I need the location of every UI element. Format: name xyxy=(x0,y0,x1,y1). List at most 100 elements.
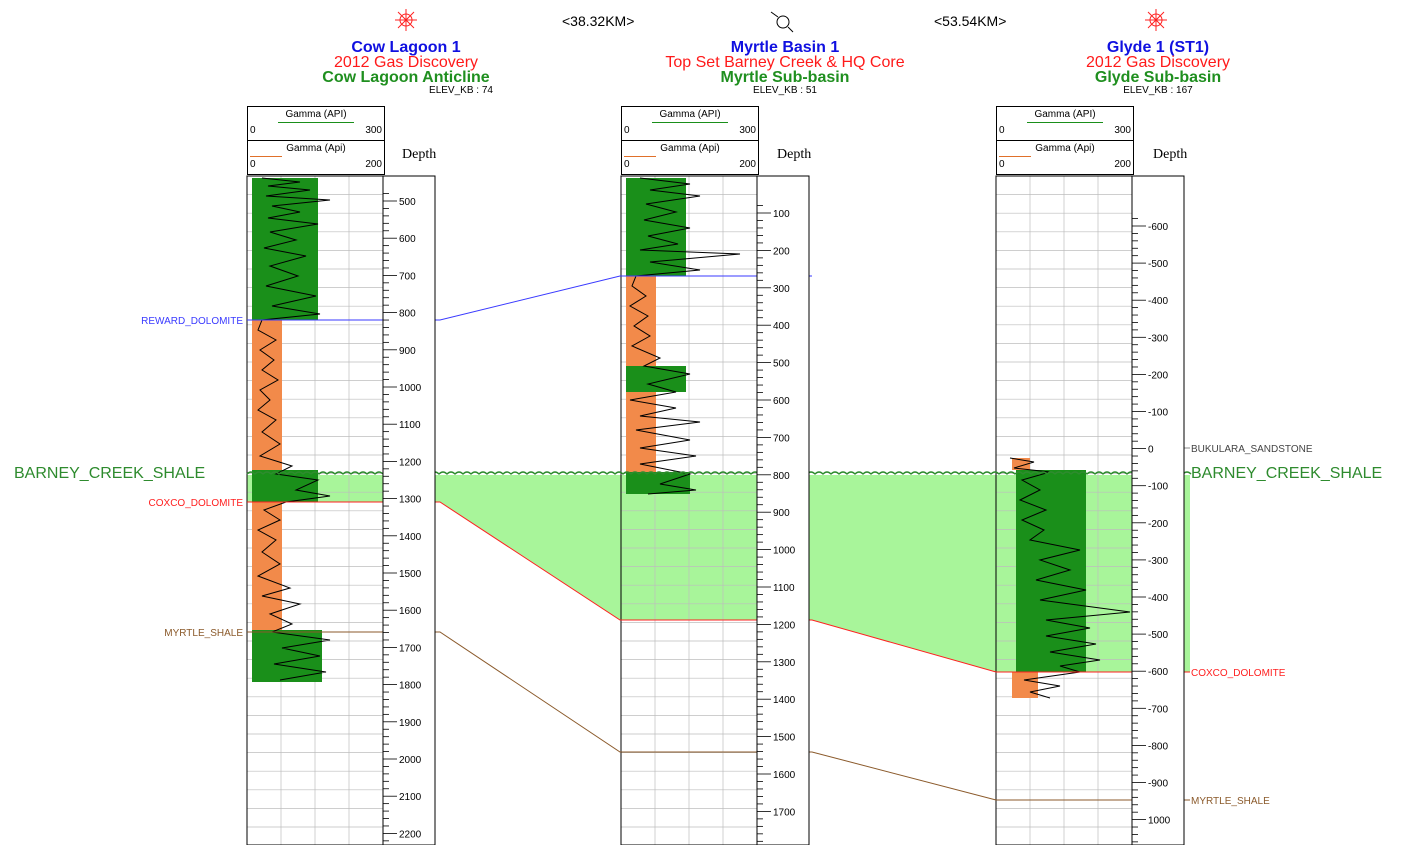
depth-tick-label: 1300 xyxy=(773,658,796,669)
depth-track xyxy=(382,175,436,845)
well-area: Cow Lagoon Anticline xyxy=(322,69,490,86)
curve-name: Gamma (API) xyxy=(285,109,347,120)
depth-tick-label: 1700 xyxy=(773,807,796,818)
depth-tick-label: 1300 xyxy=(399,495,422,506)
depth-tick-label: -800 xyxy=(1148,741,1168,752)
curve-min: 0 xyxy=(624,159,630,170)
depth-tick-label: 300 xyxy=(773,284,790,295)
depth-label: Depth xyxy=(402,147,437,162)
curve-name: Gamma (Api) xyxy=(1035,143,1095,154)
depth-tick-label: 1500 xyxy=(773,733,796,744)
depth-tick-label: 1000 xyxy=(1148,816,1171,827)
curve-max: 300 xyxy=(739,125,756,136)
well-subtitle: Top Set Barney Creek & HQ Core xyxy=(665,54,905,71)
well-elevation: ELEV_KB : 167 xyxy=(1123,85,1193,96)
core-well-icon xyxy=(770,11,794,33)
reward-dolomite-label: REWARD_DOLOMITE xyxy=(141,316,243,327)
depth-tick-label: 1600 xyxy=(399,606,422,617)
depth-tick-label: -300 xyxy=(1148,556,1168,567)
depth-tick-label: 900 xyxy=(773,508,790,519)
well-elevation: ELEV_KB : 51 xyxy=(753,85,817,96)
well-elevation: ELEV_KB : 74 xyxy=(429,85,493,96)
depth-tick-label: 600 xyxy=(399,234,416,245)
depth-tick-label: 200 xyxy=(773,246,790,257)
curve-max: 300 xyxy=(365,125,382,136)
depth-tick-label: -900 xyxy=(1148,779,1168,790)
depth-tick-label: 100 xyxy=(773,209,790,220)
well-name: Myrtle Basin 1 xyxy=(730,39,840,56)
depth-tick-label: 700 xyxy=(399,271,416,282)
depth-tick-label: -100 xyxy=(1148,482,1168,493)
gamma-curve-cow-lagoon xyxy=(256,177,331,681)
myrtle-shale-label-left: MYRTLE_SHALE xyxy=(164,628,243,639)
depth-tick-label: 1000 xyxy=(399,383,422,394)
gas-well-icon xyxy=(1145,9,1167,31)
gamma-curve-glyde xyxy=(1009,457,1131,699)
depth-tick-label: -400 xyxy=(1148,593,1168,604)
depth-tick-label: 500 xyxy=(773,359,790,370)
depth-tick-label: 1100 xyxy=(773,583,795,594)
depth-tick-label: 2200 xyxy=(399,829,422,840)
track-header-glyde: Gamma (API) 0 300 Gamma (Api) 0 200 xyxy=(996,106,1134,175)
depth-tick-label: 1200 xyxy=(773,620,796,631)
depth-axis-myrtle-basin: 100 200 300 400 500 600 700 800 900 1000 1100 1200 1… xyxy=(756,175,810,845)
distance-label-2: <53.54KM> xyxy=(934,13,1007,29)
curve-name: Gamma (Api) xyxy=(286,143,346,154)
well-subtitle: 2012 Gas Discovery xyxy=(1085,54,1231,71)
depth-tick-label: 1600 xyxy=(773,770,796,781)
well-area: Glyde Sub-basin xyxy=(1094,69,1222,86)
lithology-glyde xyxy=(1012,458,1086,698)
depth-tick-label: 1900 xyxy=(399,718,422,729)
depth-label: Depth xyxy=(777,147,812,162)
curve-max: 300 xyxy=(1114,125,1131,136)
gas-well-icon xyxy=(395,9,417,31)
depth-tick-label: 400 xyxy=(773,321,790,332)
curve-name: Gamma (API) xyxy=(659,109,721,120)
depth-tick-label: -200 xyxy=(1148,519,1168,530)
myrtle-shale-label-right: MYRTLE_SHALE xyxy=(1191,796,1270,807)
depth-tick-label: 600 xyxy=(773,396,790,407)
depth-tick-label: -100 xyxy=(1148,408,1168,419)
depth-track xyxy=(756,175,810,845)
depth-tick-label: 800 xyxy=(399,309,416,320)
barney-creek-label-left: BARNEY_CREEK_SHALE xyxy=(14,465,205,482)
depth-tick-label: 500 xyxy=(399,197,416,208)
curve-max: 200 xyxy=(739,159,756,170)
depth-tick-label: -200 xyxy=(1148,370,1168,381)
distance-label-1: <38.32KM> xyxy=(562,13,635,29)
curve-name: Gamma (Api) xyxy=(660,143,720,154)
depth-tick-label: 1700 xyxy=(399,643,422,654)
depth-tick-label: -500 xyxy=(1148,630,1168,641)
curve-min: 0 xyxy=(250,159,256,170)
depth-tick-label: 2000 xyxy=(399,755,422,766)
well-header-cow-lagoon: Cow Lagoon 1 2012 Gas Discovery Cow Lago… xyxy=(256,40,556,97)
depth-tick-label: 1400 xyxy=(773,695,796,706)
well-area: Myrtle Sub-basin xyxy=(720,69,850,86)
depth-tick-label: -400 xyxy=(1148,296,1168,307)
depth-tick-label: -500 xyxy=(1148,259,1168,270)
well-subtitle: 2012 Gas Discovery xyxy=(333,54,479,71)
depth-tick-label: 1100 xyxy=(399,420,421,431)
track-header-cow-lagoon: Gamma (API) 0 300 Gamma (Api) 0 200 xyxy=(247,106,385,175)
depth-axis-cow-lagoon: 500 600 700 800 900 1000 1100 1200 1300 1400 1500 1… xyxy=(382,175,436,845)
coxco-dolomite-label-right: COXCO_DOLOMITE xyxy=(1191,668,1286,679)
curve-max: 200 xyxy=(1114,159,1131,170)
curve-min: 0 xyxy=(250,125,256,136)
depth-tick-label: 2100 xyxy=(399,792,422,803)
well-name: Glyde 1 (ST1) xyxy=(1106,39,1210,56)
curve-min: 0 xyxy=(624,125,630,136)
depth-tick-label: -300 xyxy=(1148,333,1168,344)
depth-tick-label: 0 xyxy=(1148,445,1154,456)
track-header-myrtle-basin: Gamma (API) 0 300 Gamma (Api) 0 200 xyxy=(621,106,759,175)
curve-min: 0 xyxy=(999,159,1005,170)
curve-min: 0 xyxy=(999,125,1005,136)
depth-tick-label: 1000 xyxy=(773,546,796,557)
depth-track xyxy=(1131,175,1185,845)
track-grid-glyde xyxy=(995,175,1133,845)
well-header-myrtle-basin: Myrtle Basin 1 Top Set Barney Creek & HQ… xyxy=(600,39,970,97)
depth-tick-label: 1400 xyxy=(399,532,422,543)
depth-tick-label: 800 xyxy=(773,471,790,482)
depth-tick-label: 900 xyxy=(399,346,416,357)
